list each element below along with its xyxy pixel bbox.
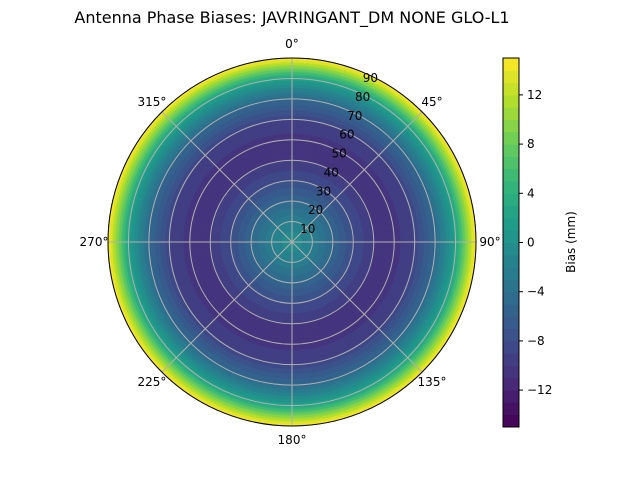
- angular-gridline: [161, 111, 293, 243]
- radial-tick-label: 70: [347, 109, 362, 123]
- colorbar-level: [503, 82, 519, 96]
- colorbar-level: [503, 181, 519, 194]
- colorbar-level: [503, 119, 519, 133]
- radial-tick-label: 40: [324, 165, 339, 179]
- radial-tick-label: 10: [300, 222, 315, 236]
- colorbar-level: [503, 168, 519, 182]
- angular-tick-label: 180°: [278, 433, 307, 447]
- colorbar-level: [503, 328, 519, 342]
- colorbar-level: [503, 230, 519, 243]
- colorbar-tick-label: −12: [527, 383, 552, 397]
- angular-tick-label: 90°: [479, 235, 500, 249]
- colorbar-level: [503, 70, 519, 84]
- colorbar-tick-label: −4: [527, 285, 545, 299]
- colorbar-tick-label: 4: [527, 186, 535, 200]
- colorbar-level: [503, 414, 519, 428]
- colorbar-level: [503, 107, 519, 120]
- colorbar-level: [503, 254, 519, 268]
- radial-tick-label: 50: [331, 147, 346, 161]
- angular-gridline: [161, 241, 293, 373]
- colorbar-level: [503, 377, 519, 391]
- colorbar-tick-label: 12: [527, 88, 542, 102]
- colorbar-level: [503, 267, 519, 280]
- angular-tick-label: 135°: [418, 375, 447, 389]
- colorbar-level: [503, 58, 519, 71]
- radial-tick-label: 90: [363, 71, 378, 85]
- radial-tick-label: 80: [355, 90, 370, 104]
- colorbar-tick-label: 0: [527, 236, 535, 250]
- colorbar-level: [503, 279, 519, 293]
- radial-tick-label: 30: [316, 184, 331, 198]
- polar-frame: [107, 57, 477, 427]
- colorbar-tick-label: 8: [527, 137, 535, 151]
- polar-grid: [107, 57, 477, 427]
- colorbar-level: [503, 353, 519, 366]
- angular-tick-label: 0°: [285, 37, 299, 51]
- radial-tick-labels: 10 20 30 40 50 60 70 80 90: [300, 71, 378, 236]
- angular-gridline: [291, 241, 423, 373]
- chart-title: Antenna Phase Biases: JAVRINGANT_DM NONE…: [74, 8, 509, 28]
- colorbar-level: [503, 316, 519, 330]
- angular-tick-label: 225°: [138, 375, 167, 389]
- colorbar-level: [503, 94, 519, 108]
- colorbar-tick-label: −8: [527, 334, 545, 348]
- colorbar-level: [503, 217, 519, 231]
- angular-gridline: [291, 111, 423, 243]
- colorbar-level: [503, 340, 519, 354]
- colorbar-level: [503, 131, 519, 145]
- colorbar-level: [503, 304, 519, 317]
- colorbar-level: [503, 390, 519, 403]
- colorbar-level: [503, 242, 519, 256]
- colorbar-level: [503, 365, 519, 379]
- colorbar: [503, 58, 519, 428]
- angular-tick-label: 45°: [421, 95, 442, 109]
- angular-tick-labels: 0° 45° 90° 135° 180° 225° 270° 315°: [80, 37, 501, 447]
- radial-tick-label: 60: [339, 128, 354, 142]
- angular-tick-label: 315°: [138, 95, 167, 109]
- radial-tick-label: 20: [308, 203, 323, 217]
- colorbar-level: [503, 291, 519, 305]
- colorbar-label: Bias (mm): [564, 211, 578, 273]
- colorbar-level: [503, 156, 519, 170]
- colorbar-level: [503, 205, 519, 219]
- colorbar-level: [503, 402, 519, 416]
- colorbar-level: [503, 144, 519, 157]
- colorbar-ticks: −12 −8 −4 0 4 8 12: [519, 88, 552, 397]
- colorbar-level: [503, 193, 519, 207]
- angular-tick-label: 270°: [80, 235, 109, 249]
